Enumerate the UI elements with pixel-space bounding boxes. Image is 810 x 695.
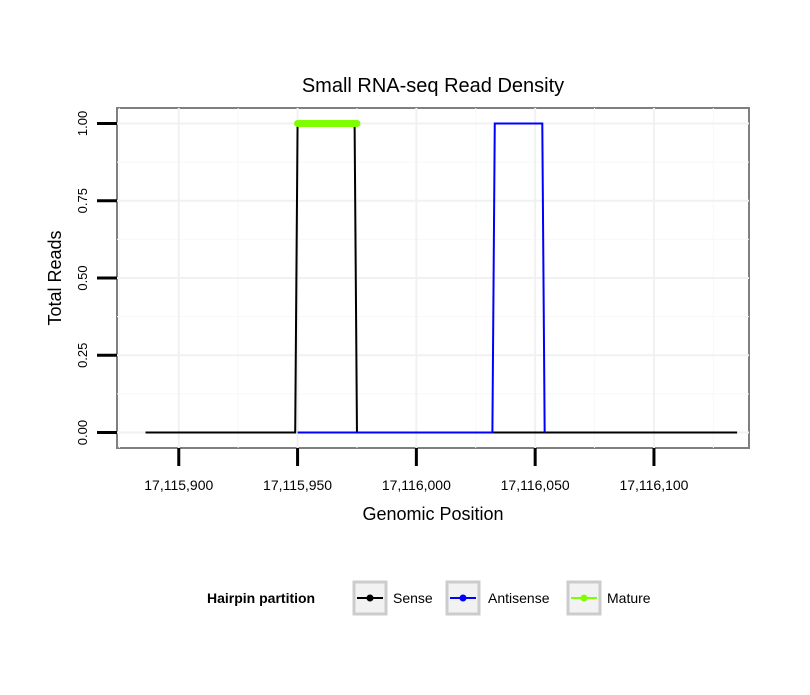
legend-point-mature — [580, 594, 588, 602]
legend-label-sense: Sense — [393, 590, 433, 606]
series-line-antisense — [297, 122, 546, 434]
series-layer — [145, 119, 738, 434]
x-tick-label: 17,115,900 — [144, 477, 213, 493]
y-tick-label: 1.00 — [75, 111, 90, 136]
x-tick-label: 17,115,950 — [263, 477, 332, 493]
x-tick-label: 17,116,100 — [619, 477, 688, 493]
y-axis: 0.00 0.25 0.50 0.75 1.00 — [75, 111, 117, 445]
chart-title: Small RNA-seq Read Density — [302, 75, 564, 97]
legend-point-antisense — [459, 594, 467, 602]
y-axis-label: Total Reads — [45, 230, 65, 325]
legend-label-mature: Mature — [607, 590, 651, 606]
x-axis-label: Genomic Position — [362, 504, 503, 524]
legend-point-sense — [366, 594, 374, 602]
x-axis: 17,115,900 17,115,950 17,116,000 17,116,050… — [144, 448, 689, 493]
y-tick-label: 0.25 — [75, 343, 90, 368]
y-tick-label: 0.50 — [75, 265, 90, 290]
y-tick-label: 0.75 — [75, 188, 90, 213]
x-tick-label: 17,116,000 — [382, 477, 451, 493]
legend-label-antisense: Antisense — [488, 590, 550, 606]
legend: Sense Antisense Mature — [352, 580, 651, 616]
y-tick-label: 0.00 — [75, 420, 90, 445]
legend-title: Hairpin partition — [207, 590, 315, 606]
x-tick-label: 17,116,050 — [501, 477, 570, 493]
